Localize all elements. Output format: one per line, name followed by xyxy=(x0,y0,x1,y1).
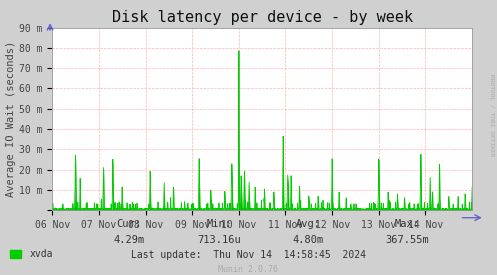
Y-axis label: Average IO Wait (seconds): Average IO Wait (seconds) xyxy=(6,41,16,197)
Text: Last update:  Thu Nov 14  14:58:45  2024: Last update: Thu Nov 14 14:58:45 2024 xyxy=(131,251,366,260)
Text: RRDTOOL / TOBI OETIKER: RRDTOOL / TOBI OETIKER xyxy=(490,74,495,157)
Text: 4.80m: 4.80m xyxy=(293,235,324,245)
Text: Max:: Max: xyxy=(395,219,420,229)
Text: Avg:: Avg: xyxy=(296,219,321,229)
Text: Min:: Min: xyxy=(206,219,231,229)
Text: 713.16u: 713.16u xyxy=(197,235,241,245)
Text: 367.55m: 367.55m xyxy=(386,235,429,245)
Text: 4.29m: 4.29m xyxy=(114,235,145,245)
Text: Cur:: Cur: xyxy=(117,219,142,229)
Title: Disk latency per device - by week: Disk latency per device - by week xyxy=(112,10,413,25)
Text: Munin 2.0.76: Munin 2.0.76 xyxy=(219,265,278,274)
Legend: xvda: xvda xyxy=(10,249,53,259)
